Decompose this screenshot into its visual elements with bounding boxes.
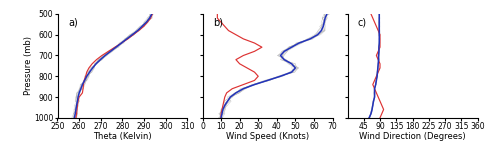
Y-axis label: Pressure (mb): Pressure (mb) <box>24 36 32 95</box>
Text: a): a) <box>68 17 78 27</box>
X-axis label: Theta (Kelvin): Theta (Kelvin) <box>93 132 152 141</box>
X-axis label: Wind Speed (Knots): Wind Speed (Knots) <box>226 132 309 141</box>
Text: b): b) <box>213 17 223 27</box>
X-axis label: Wind Direction (Degrees): Wind Direction (Degrees) <box>359 132 466 141</box>
Text: c): c) <box>358 17 367 27</box>
